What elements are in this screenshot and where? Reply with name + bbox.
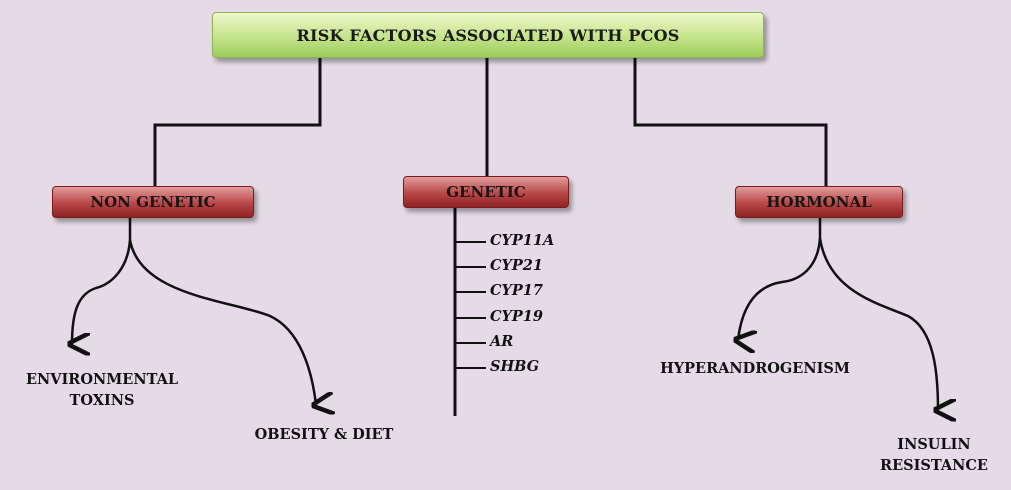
- root-title-box: RISK FACTORS ASSOCIATED WITH PCOS: [212, 12, 764, 58]
- obesity-diet-label: OBESITY & DIET: [254, 426, 394, 443]
- arrow-obesity-diet: [128, 239, 316, 405]
- non-genetic-box: NON GENETIC: [52, 186, 254, 218]
- insulin-resistance-label: INSULIN RESISTANCE: [880, 436, 988, 474]
- hyperandrogenism-label: HYPERANDROGENISM: [660, 360, 850, 377]
- root-to-non-genetic-line: [153, 58, 322, 186]
- gene-label: SHBG: [490, 358, 540, 375]
- genetic-box: GENETIC: [403, 176, 569, 208]
- environmental-toxins-label: ENVIRONMENTAL TOXINS: [25, 371, 179, 409]
- gene-label: AR: [490, 333, 514, 350]
- arrow-hyperandrogenism: [738, 237, 822, 340]
- gene-label: CYP11A: [490, 232, 555, 249]
- root-to-hormonal-line: [633, 58, 828, 186]
- arrow-insulin-resistance: [818, 237, 938, 410]
- gene-label: CYP19: [490, 308, 543, 325]
- gene-label: CYP17: [490, 282, 543, 299]
- hormonal-box: HORMONAL: [735, 186, 903, 218]
- arrow-environmental-toxins: [72, 239, 132, 344]
- gene-label: CYP21: [490, 257, 543, 274]
